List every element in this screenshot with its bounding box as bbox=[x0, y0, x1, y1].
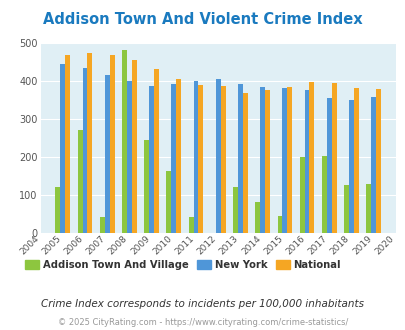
Bar bbox=[365, 184, 370, 233]
Bar bbox=[153, 69, 158, 233]
Bar bbox=[282, 88, 287, 233]
Bar bbox=[132, 60, 136, 233]
Bar bbox=[193, 81, 198, 233]
Text: Addison Town And Violent Crime Index: Addison Town And Violent Crime Index bbox=[43, 12, 362, 26]
Bar bbox=[198, 85, 203, 233]
Bar bbox=[87, 53, 92, 233]
Text: Crime Index corresponds to incidents per 100,000 inhabitants: Crime Index corresponds to incidents per… bbox=[41, 299, 364, 309]
Bar bbox=[55, 187, 60, 233]
Bar bbox=[242, 93, 247, 233]
Bar bbox=[299, 157, 304, 233]
Bar bbox=[287, 87, 292, 233]
Bar bbox=[331, 83, 336, 233]
Bar bbox=[264, 90, 269, 233]
Bar bbox=[122, 50, 127, 233]
Text: © 2025 CityRating.com - https://www.cityrating.com/crime-statistics/: © 2025 CityRating.com - https://www.city… bbox=[58, 318, 347, 327]
Bar bbox=[171, 83, 176, 233]
Bar bbox=[260, 87, 264, 233]
Bar bbox=[65, 55, 70, 233]
Bar bbox=[166, 171, 171, 233]
Bar bbox=[104, 75, 109, 233]
Bar bbox=[343, 185, 348, 233]
Bar bbox=[127, 81, 132, 233]
Bar bbox=[176, 79, 181, 233]
Bar bbox=[326, 98, 331, 233]
Bar bbox=[188, 217, 193, 233]
Bar bbox=[82, 68, 87, 233]
Bar bbox=[353, 88, 358, 233]
Legend: Addison Town And Village, New York, National: Addison Town And Village, New York, Nati… bbox=[21, 256, 344, 274]
Bar bbox=[109, 55, 114, 233]
Bar bbox=[277, 216, 282, 233]
Bar bbox=[220, 86, 225, 233]
Bar bbox=[255, 202, 260, 233]
Bar bbox=[309, 82, 313, 233]
Bar bbox=[321, 156, 326, 233]
Bar bbox=[232, 187, 237, 233]
Bar bbox=[237, 84, 242, 233]
Bar bbox=[304, 90, 309, 233]
Bar bbox=[77, 130, 82, 233]
Bar bbox=[60, 64, 65, 233]
Bar bbox=[144, 140, 149, 233]
Bar bbox=[370, 97, 375, 233]
Bar bbox=[100, 217, 104, 233]
Bar bbox=[375, 89, 380, 233]
Bar bbox=[215, 79, 220, 233]
Bar bbox=[149, 86, 153, 233]
Bar bbox=[348, 100, 353, 233]
